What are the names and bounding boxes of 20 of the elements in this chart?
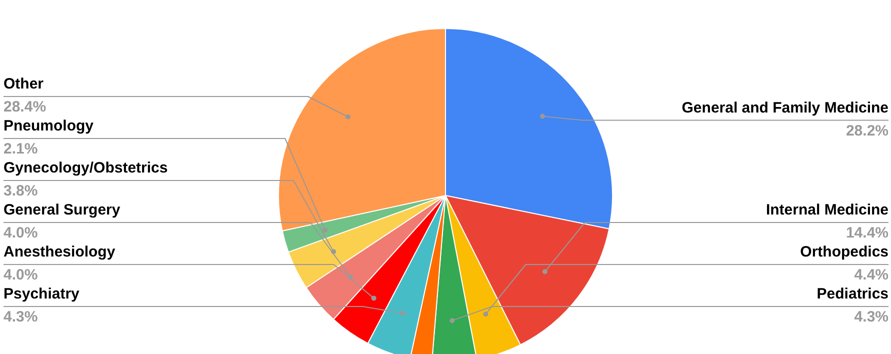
slice-label: Gynecology/Obstetrics <box>4 160 168 176</box>
slice-label: General Surgery <box>4 202 121 218</box>
data-label: 3.8% <box>4 182 38 200</box>
data-label: 28.4% <box>4 98 46 116</box>
slice-label: Psychiatry <box>4 286 80 302</box>
data-label: 4.4% <box>854 266 889 284</box>
data-label: 14.4% <box>846 224 889 242</box>
slice-label: Pediatrics <box>816 286 889 302</box>
slice-label: Pneumology <box>4 118 94 134</box>
slice-label: Orthopedics <box>800 244 889 260</box>
data-label: 28.2% <box>846 122 889 140</box>
slice-label: General and Family Medicine <box>682 99 888 116</box>
data-label: 4.0% <box>4 224 38 242</box>
slice-label: Anesthesiology <box>4 244 116 260</box>
data-label: 2.1% <box>4 140 38 158</box>
data-label: 4.3% <box>854 308 889 326</box>
slice-label: Internal Medicine <box>766 202 889 218</box>
data-label: 4.0% <box>4 266 38 284</box>
slice-label: Other <box>4 76 44 92</box>
data-label: 4.3% <box>4 308 38 326</box>
